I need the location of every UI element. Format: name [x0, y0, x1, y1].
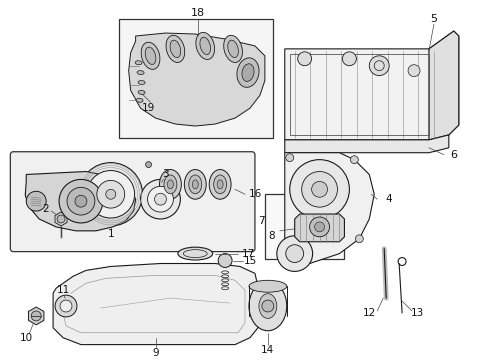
Circle shape — [57, 215, 65, 223]
Text: 5: 5 — [429, 14, 437, 24]
Ellipse shape — [178, 247, 212, 260]
Ellipse shape — [166, 35, 184, 62]
Circle shape — [31, 311, 41, 321]
Bar — [119, 19, 272, 138]
Circle shape — [147, 186, 173, 212]
Text: 10: 10 — [20, 333, 33, 343]
Text: 19: 19 — [142, 103, 155, 113]
Ellipse shape — [258, 294, 276, 318]
Circle shape — [407, 65, 419, 77]
Circle shape — [301, 171, 337, 207]
Ellipse shape — [217, 180, 223, 189]
Text: 2: 2 — [42, 204, 48, 214]
Ellipse shape — [159, 170, 181, 199]
Ellipse shape — [200, 37, 210, 55]
Ellipse shape — [223, 35, 242, 62]
Circle shape — [67, 187, 95, 215]
Polygon shape — [284, 135, 448, 153]
Circle shape — [75, 195, 87, 207]
Circle shape — [342, 52, 356, 66]
Circle shape — [218, 253, 232, 267]
Ellipse shape — [135, 61, 142, 65]
Text: 12: 12 — [362, 308, 375, 318]
Circle shape — [141, 179, 180, 219]
Circle shape — [97, 180, 124, 208]
Text: 15: 15 — [243, 256, 256, 266]
Circle shape — [105, 189, 116, 199]
Ellipse shape — [141, 42, 160, 69]
Ellipse shape — [192, 180, 198, 189]
Polygon shape — [428, 31, 458, 140]
Polygon shape — [53, 264, 257, 345]
Text: 1: 1 — [107, 229, 114, 239]
Text: 18: 18 — [191, 8, 205, 18]
Circle shape — [285, 245, 303, 262]
Circle shape — [60, 300, 72, 312]
Ellipse shape — [227, 40, 238, 58]
Circle shape — [59, 179, 102, 223]
Circle shape — [297, 52, 311, 66]
Ellipse shape — [167, 180, 173, 189]
Circle shape — [309, 217, 329, 237]
Bar — [264, 194, 344, 258]
Text: 11: 11 — [56, 285, 69, 295]
Text: 9: 9 — [152, 347, 159, 357]
Ellipse shape — [138, 90, 145, 94]
Circle shape — [289, 159, 349, 219]
Text: 14: 14 — [261, 345, 274, 355]
Circle shape — [276, 236, 312, 271]
Circle shape — [350, 156, 358, 163]
Polygon shape — [284, 31, 458, 140]
Circle shape — [79, 163, 142, 226]
Text: 4: 4 — [385, 194, 392, 204]
Ellipse shape — [145, 47, 156, 64]
Text: 16: 16 — [248, 189, 261, 199]
Circle shape — [145, 162, 151, 167]
Bar — [289, 54, 428, 135]
Ellipse shape — [137, 71, 144, 75]
Circle shape — [355, 235, 363, 243]
Ellipse shape — [213, 175, 226, 194]
Ellipse shape — [136, 98, 143, 102]
Polygon shape — [294, 214, 344, 242]
Ellipse shape — [209, 170, 231, 199]
Polygon shape — [28, 307, 44, 325]
Text: 7: 7 — [258, 216, 264, 226]
Circle shape — [314, 222, 324, 232]
Circle shape — [87, 171, 134, 218]
Circle shape — [26, 191, 46, 211]
Ellipse shape — [163, 175, 177, 194]
Ellipse shape — [242, 64, 254, 81]
Text: 17: 17 — [241, 249, 254, 258]
Text: 3: 3 — [162, 170, 168, 180]
Polygon shape — [25, 171, 135, 231]
Ellipse shape — [138, 81, 145, 85]
Circle shape — [368, 56, 388, 76]
Polygon shape — [284, 153, 373, 266]
Ellipse shape — [184, 170, 206, 199]
Polygon shape — [55, 212, 67, 226]
Ellipse shape — [248, 281, 286, 331]
Text: 13: 13 — [409, 308, 423, 318]
Ellipse shape — [196, 32, 214, 59]
FancyBboxPatch shape — [10, 152, 254, 252]
Circle shape — [285, 154, 293, 162]
Circle shape — [311, 181, 327, 197]
Ellipse shape — [188, 175, 202, 194]
Circle shape — [154, 193, 166, 205]
Ellipse shape — [236, 58, 259, 87]
Ellipse shape — [170, 40, 181, 58]
Circle shape — [55, 295, 77, 317]
Polygon shape — [128, 33, 264, 126]
Text: 8: 8 — [268, 231, 275, 241]
Circle shape — [262, 300, 273, 312]
Ellipse shape — [248, 280, 286, 292]
Text: 6: 6 — [449, 150, 456, 160]
